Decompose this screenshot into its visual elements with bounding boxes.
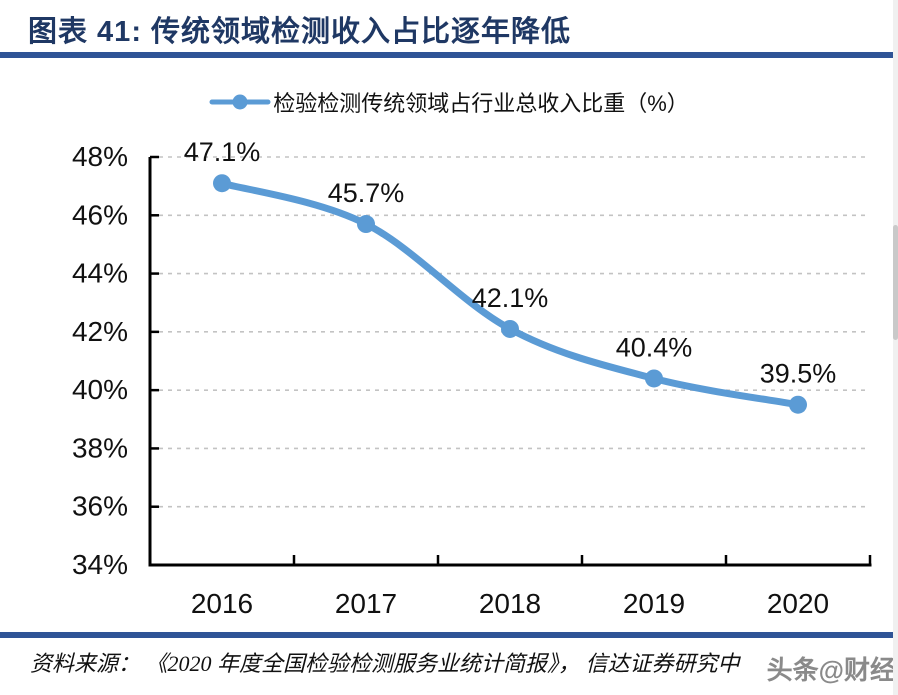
legend-line-marker-icon bbox=[209, 94, 271, 110]
data-point-label: 47.1% bbox=[184, 137, 261, 167]
y-axis-label: 34% bbox=[72, 549, 128, 580]
x-axis-label: 2016 bbox=[191, 588, 253, 619]
y-axis-label: 40% bbox=[72, 374, 128, 405]
data-point-marker bbox=[789, 395, 807, 414]
source-citation: 资料来源： 《2020 年度全国检验检测服务业统计简报》， 信达证券研究中 bbox=[30, 651, 740, 676]
data-point-label: 45.7% bbox=[328, 178, 405, 208]
y-axis-label: 44% bbox=[72, 258, 128, 289]
y-axis-label: 42% bbox=[72, 316, 128, 347]
footer: 资料来源： 《2020 年度全国检验检测服务业统计简报》， 信达证券研究中 头条… bbox=[0, 640, 898, 695]
line-chart: 34% 36% 38% 40% 42% 44% 46% 48% 2016 2017 2018 2019… bbox=[72, 137, 872, 619]
data-point-label: 40.4% bbox=[616, 332, 693, 362]
y-axis-label: 36% bbox=[72, 491, 128, 522]
scrollbar-track[interactable] bbox=[893, 0, 898, 695]
x-axis-label: 2017 bbox=[335, 588, 397, 619]
data-point-marker bbox=[645, 369, 663, 388]
legend-label: 检验检测传统领域占行业总收入比重（%） bbox=[273, 91, 689, 116]
y-axis-label: 46% bbox=[72, 199, 128, 230]
data-point-marker bbox=[357, 215, 375, 234]
x-axis-label: 2020 bbox=[767, 588, 829, 619]
y-axis-label: 38% bbox=[72, 432, 128, 463]
x-axis-label: 2019 bbox=[623, 588, 685, 619]
chart-legend: 检验检测传统领域占行业总收入比重（%） bbox=[0, 86, 898, 118]
scrollbar-thumb[interactable] bbox=[893, 225, 898, 340]
data-point-label: 39.5% bbox=[760, 359, 837, 389]
chart-title: 图表 41: 传统领域检测收入占比逐年降低 bbox=[28, 16, 572, 48]
footer-divider-rule bbox=[0, 632, 898, 638]
data-point-label: 42.1% bbox=[472, 283, 549, 313]
title-underline-rule bbox=[0, 52, 898, 58]
data-point-marker bbox=[501, 319, 519, 338]
data-point-marker bbox=[213, 174, 231, 193]
y-axis-label: 48% bbox=[72, 141, 128, 172]
x-axis-label: 2018 bbox=[479, 588, 541, 619]
watermark-label: 头条@财经 bbox=[766, 655, 896, 685]
